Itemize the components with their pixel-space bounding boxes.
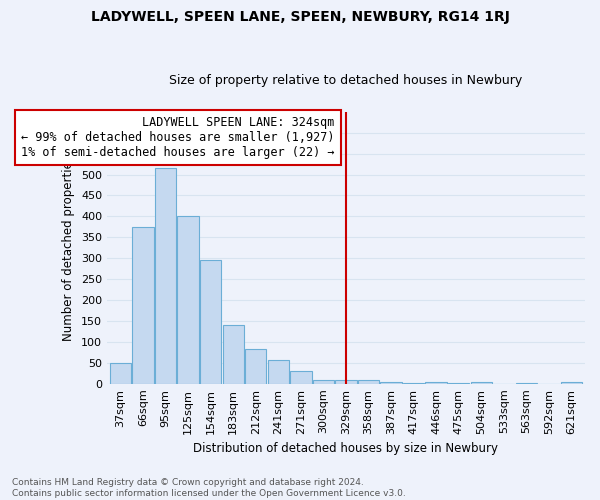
Title: Size of property relative to detached houses in Newbury: Size of property relative to detached ho… [169,74,523,87]
Text: LADYWELL, SPEEN LANE, SPEEN, NEWBURY, RG14 1RJ: LADYWELL, SPEEN LANE, SPEEN, NEWBURY, RG… [91,10,509,24]
Bar [425,382,447,384]
Bar [358,380,379,384]
Bar [515,383,537,384]
X-axis label: Distribution of detached houses by size in Newbury: Distribution of detached houses by size … [193,442,499,455]
Text: LADYWELL SPEEN LANE: 324sqm
← 99% of detached houses are smaller (1,927)
1% of s: LADYWELL SPEEN LANE: 324sqm ← 99% of det… [21,116,335,159]
Bar [561,382,582,384]
Bar [223,325,244,384]
Bar [380,382,402,384]
Bar [403,382,424,384]
Y-axis label: Number of detached properties: Number of detached properties [62,155,76,341]
Bar [290,372,311,384]
Bar [155,168,176,384]
Bar [110,363,131,384]
Bar [200,260,221,384]
Bar [133,227,154,384]
Bar [448,383,469,384]
Bar [470,382,492,384]
Bar [245,349,266,384]
Bar [313,380,334,384]
Bar [335,380,356,384]
Text: Contains HM Land Registry data © Crown copyright and database right 2024.
Contai: Contains HM Land Registry data © Crown c… [12,478,406,498]
Bar [268,360,289,384]
Bar [178,216,199,384]
